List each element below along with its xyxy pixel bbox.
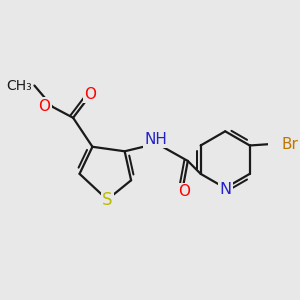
Text: O: O (38, 99, 50, 114)
Text: O: O (178, 184, 190, 200)
Text: CH₃: CH₃ (6, 79, 32, 93)
Text: O: O (85, 87, 97, 102)
Text: NH: NH (144, 132, 167, 147)
Text: N: N (219, 182, 231, 197)
Text: S: S (102, 190, 112, 208)
Text: Br: Br (282, 137, 299, 152)
